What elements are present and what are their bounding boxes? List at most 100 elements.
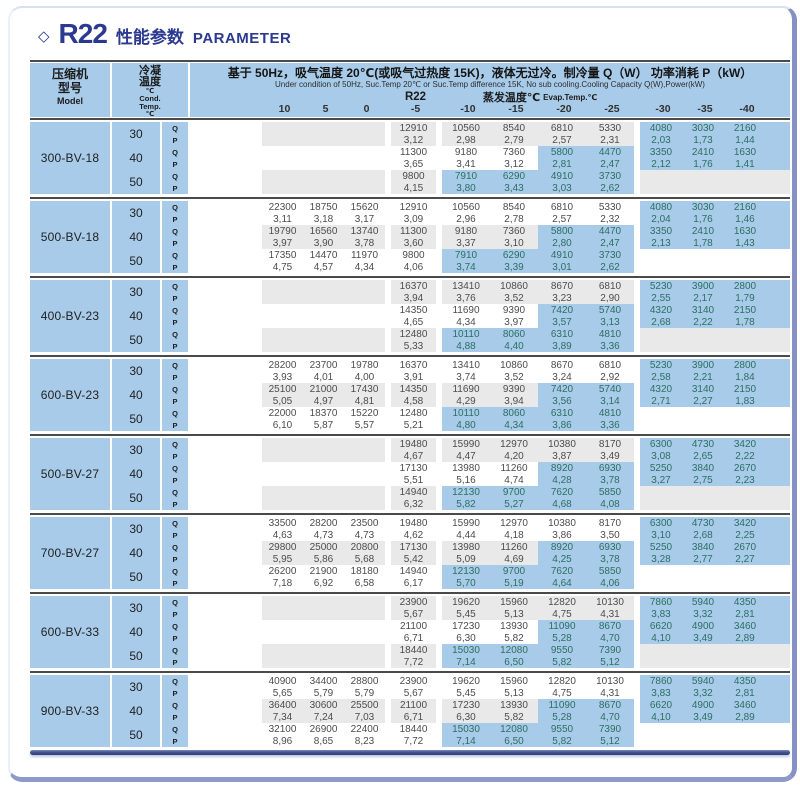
value-rows: 40900 34400 28800 23900 19620 15960 12820 10130…	[188, 675, 790, 747]
q-value-cell: 5800	[538, 146, 586, 158]
column-gap	[385, 438, 391, 450]
q-value-cell: 7860	[640, 675, 682, 687]
q-row: 12910 10560 8540 6810 5330 4080 3030 2160	[188, 122, 790, 134]
qp-label: P	[172, 420, 178, 430]
q-value-cell: 4810	[586, 328, 634, 340]
cond-temp-column: 30 40 50	[112, 596, 160, 668]
q-value-cell: 6620	[640, 620, 682, 632]
column-gap	[385, 735, 391, 747]
p-value-cell	[682, 498, 724, 510]
column-gap	[436, 498, 442, 510]
q-value-cell	[640, 249, 682, 261]
p-value-cell: 1,79	[724, 292, 766, 304]
column-gap	[634, 158, 640, 170]
column-gap	[385, 462, 391, 474]
p-value-cell: 2,32	[586, 213, 634, 225]
row-filler	[766, 675, 790, 687]
row-spacer	[188, 316, 262, 328]
p-value-cell: 3,32	[682, 608, 724, 620]
q-value-cell: 17130	[391, 462, 436, 474]
p-value-cell: 3,28	[640, 553, 682, 565]
q-value-cell	[344, 328, 385, 340]
q-value-cell	[262, 280, 303, 292]
q-value-cell: 10860	[490, 280, 538, 292]
q-value-cell	[303, 438, 344, 450]
page-content: ◇ R22 性能参数 PARAMETER 压缩机 型号 Model 冷凝 温度 …	[30, 16, 790, 755]
qp-label: Q	[172, 621, 178, 631]
cond-temp-column: 30 40 50	[112, 201, 160, 273]
value-rows: 23900 19620 15960 12820 10130 7860 5940 4350 5,6…	[188, 596, 790, 668]
qp-label: P	[172, 341, 178, 351]
column-gap	[436, 644, 442, 656]
q-value-cell: 22000	[262, 407, 303, 419]
model-block: 600-BV-23 30 40 50 Q P Q P Q P 28200 23700 19780 1637…	[30, 355, 790, 433]
qp-label: P	[172, 238, 178, 248]
panel-divider	[160, 438, 162, 510]
q-value-cell: 9180	[442, 146, 490, 158]
evap-temp-scale-row: 10 5 0 -5 -10 -15 -20 -25 -30 -35 -40	[190, 102, 790, 116]
q-value-cell: 5230	[640, 280, 682, 292]
column-gap	[385, 280, 391, 292]
column-gap	[436, 280, 442, 292]
q-value-cell: 2410	[682, 146, 724, 158]
q-value-cell: 16370	[391, 359, 436, 371]
cond-temp-column: 30 40 50	[112, 122, 160, 194]
column-gap	[385, 225, 391, 237]
p-value-cell: 4,57	[303, 261, 344, 273]
column-gap	[436, 632, 442, 644]
p-value-cell: 4,25	[538, 553, 586, 565]
row-spacer	[188, 328, 262, 340]
evap-temp-header: -20	[556, 103, 572, 115]
p-row: 5,67 5,45 5,13 4,75 4,31 3,83 3,32 2,81	[188, 608, 790, 620]
column-gap	[385, 486, 391, 498]
p-value-cell: 4,47	[442, 450, 490, 462]
model-label: 400-BV-23	[40, 309, 100, 323]
p-value-cell	[344, 158, 385, 170]
qp-label: Q	[172, 676, 178, 686]
p-value-cell: 3,93	[262, 371, 303, 383]
column-gap	[385, 632, 391, 644]
column-gap	[634, 450, 640, 462]
p-value-cell	[262, 340, 303, 352]
row-spacer	[188, 359, 262, 371]
column-gap	[634, 723, 640, 735]
qp-label: Q	[172, 360, 178, 370]
column-gap	[436, 596, 442, 608]
p-value-cell: 7,18	[262, 577, 303, 589]
q-value-cell: 19620	[442, 675, 490, 687]
column-gap	[385, 304, 391, 316]
qp-label: Q	[172, 329, 178, 339]
q-value-cell	[262, 620, 303, 632]
q-value-cell: 10110	[442, 328, 490, 340]
column-gap	[385, 170, 391, 182]
qp-label: Q	[172, 518, 178, 528]
p-value-cell: 1,73	[682, 134, 724, 146]
row-filler	[766, 213, 790, 225]
p-value-cell: 5,87	[303, 419, 344, 431]
row-filler	[766, 122, 790, 134]
column-gap	[634, 237, 640, 249]
p-value-cell: 3,65	[391, 158, 436, 170]
q-value-cell: 7420	[538, 383, 586, 395]
q-value-cell	[262, 438, 303, 450]
row-spacer	[188, 407, 262, 419]
q-row: 28200 23700 19780 16370 13410 10860 8670 6810 52…	[188, 359, 790, 371]
qp-label: Q	[172, 487, 178, 497]
qp-label: Q	[172, 463, 178, 473]
p-value-cell	[682, 735, 724, 747]
model-block: 300-BV-18 30 40 50 Q P Q P Q P 12910 10560 8540 6810 5…	[30, 118, 790, 196]
q-value-cell	[344, 644, 385, 656]
qp-label: P	[172, 451, 178, 461]
q-value-cell	[344, 620, 385, 632]
qp-label: P	[172, 475, 178, 485]
p-value-cell	[640, 261, 682, 273]
column-gap	[436, 225, 442, 237]
p-value-cell: 3,08	[640, 450, 682, 462]
p-value-cell: 2,68	[682, 529, 724, 541]
cond-header-en2: Temp.	[139, 102, 161, 111]
q-value-cell: 6810	[538, 122, 586, 134]
column-gap	[436, 675, 442, 687]
qp-label: P	[172, 262, 178, 272]
p-value-cell: 6,58	[344, 577, 385, 589]
